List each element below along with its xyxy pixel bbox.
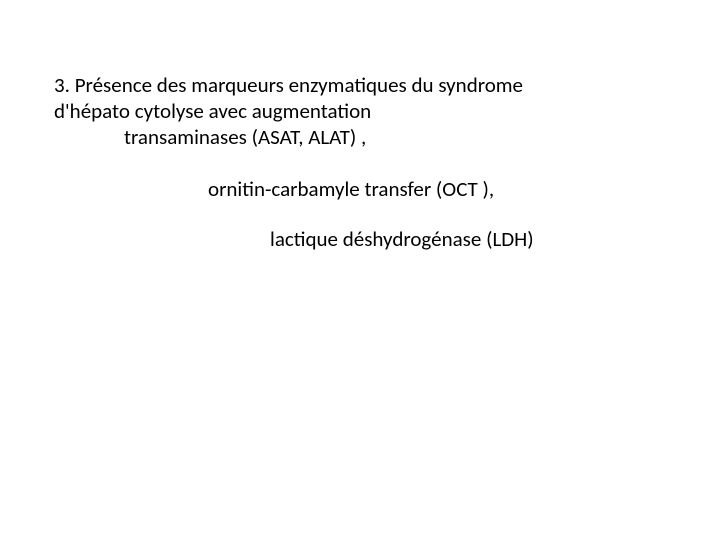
text-line-1: 3. Présence des marqueurs enzymatiques d… bbox=[54, 72, 523, 98]
text-line-3: transaminases (ASAT, ALAT) , bbox=[124, 124, 366, 150]
text-line-5: lactique déshydrogénase (LDH) bbox=[270, 226, 534, 252]
text-line-2: d'hépato cytolyse avec augmentation bbox=[54, 98, 371, 124]
slide: 3. Présence des marqueurs enzymatiques d… bbox=[0, 0, 720, 540]
text-line-4: ornitin-carbamyle transfer (OCT ), bbox=[208, 176, 494, 202]
